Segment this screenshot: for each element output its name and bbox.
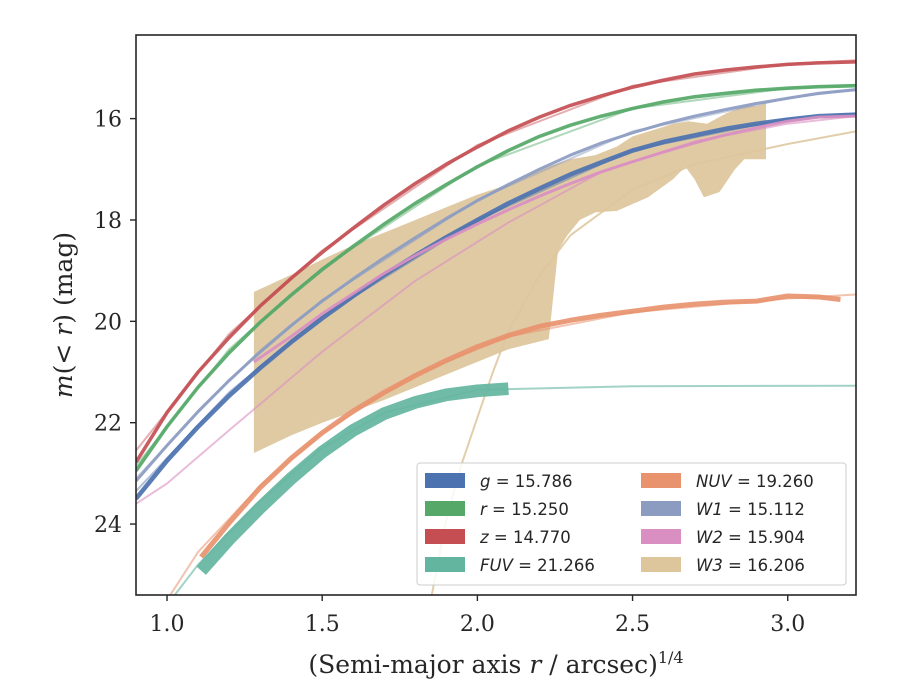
y-tick-label: 18: [94, 209, 122, 234]
y-tick-label: 22: [94, 412, 122, 437]
x-tick-label: 2.0: [460, 612, 495, 637]
x-axis: 1.0 1.5 2.0 2.5 3.0: [150, 595, 805, 637]
legend-label: z = 14.770: [479, 528, 571, 547]
y-tick-label: 24: [94, 513, 122, 538]
series-line-6: [253, 114, 856, 364]
legend-label: NUV = 19.260: [696, 472, 814, 491]
y-tick-label: 16: [94, 108, 122, 133]
band-w3: [253, 103, 766, 454]
legend-label: FUV = 21.266: [480, 556, 595, 575]
y-axis: 16 18 20 22 24: [94, 108, 136, 538]
legend-label: r = 15.250: [480, 500, 569, 519]
x-tick-label: 2.5: [615, 612, 650, 637]
series-line-2: [136, 60, 856, 464]
band-layer: [253, 103, 766, 454]
legend-label: g = 15.786: [480, 472, 573, 491]
y-axis-title: m(< r) (mag): [49, 232, 78, 398]
x-tick-label: 3.0: [770, 612, 805, 637]
legend-swatch: [641, 501, 681, 516]
x-tick-label: 1.0: [150, 612, 185, 637]
y-tick-label: 20: [94, 310, 122, 335]
legend-swatch: [641, 529, 681, 544]
series-line-5: [136, 88, 856, 483]
legend-label: W1 = 15.112: [696, 500, 805, 519]
legend-swatch: [425, 501, 465, 516]
series-line-3: [196, 382, 509, 575]
legend: g = 15.786 r = 15.250 z = 14.770 FUV = 21.2…: [416, 462, 847, 586]
legend-label: W3 = 16.206: [696, 556, 805, 575]
legend-swatch: [425, 557, 465, 572]
legend-label: W2 = 15.904: [696, 528, 805, 547]
series-line-0: [136, 112, 856, 501]
x-axis-title: (Semi-major axis r / arcsec)1/4: [308, 648, 683, 679]
legend-swatch: [425, 529, 465, 544]
series-line-1: [136, 83, 856, 472]
legend-swatch: [641, 473, 681, 488]
legend-swatch: [425, 473, 465, 488]
series-line-4: [199, 293, 841, 559]
x-tick-label: 1.5: [305, 612, 340, 637]
legend-box: [416, 462, 847, 586]
series-layer: [136, 60, 856, 575]
legend-swatch: [641, 557, 681, 572]
plot-frame: [135, 34, 857, 596]
